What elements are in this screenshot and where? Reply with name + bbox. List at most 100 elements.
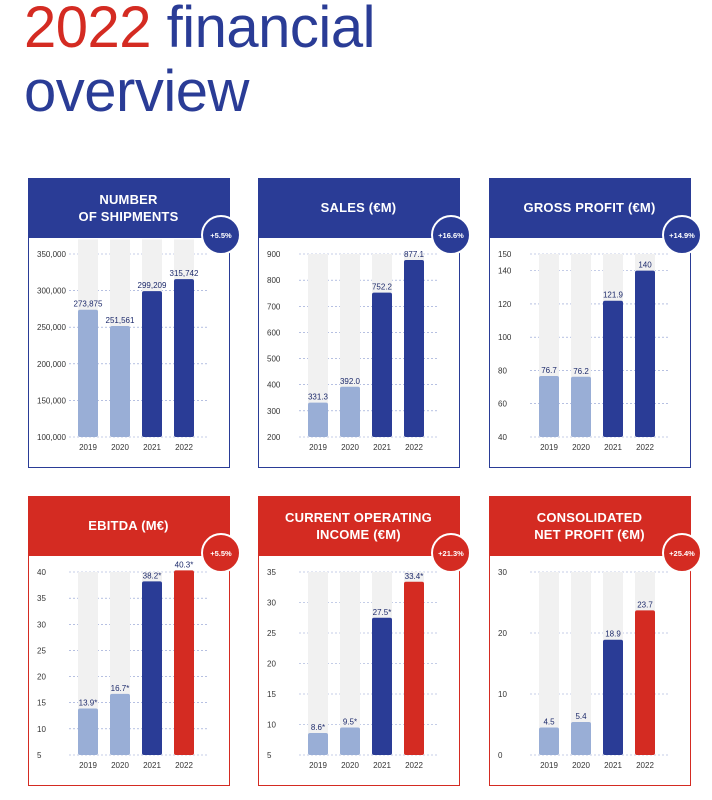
bar-track [340, 572, 360, 755]
y-tick-label: 150 [498, 250, 512, 259]
y-tick-label: 40 [37, 568, 46, 577]
bar [539, 727, 559, 755]
y-tick-label: 0 [498, 751, 503, 760]
y-tick-label: 140 [498, 267, 512, 276]
bar [603, 639, 623, 755]
chart-panel: CONSOLIDATED NET PROFIT (€M) 0 10 20 30 4.5 20… [488, 495, 702, 786]
data-label: 13.9* [79, 698, 98, 707]
bar [78, 309, 98, 437]
x-tick-label: 2020 [341, 443, 359, 452]
y-tick-label: 200,000 [37, 360, 66, 369]
y-tick-label: 150,000 [37, 396, 66, 405]
y-tick-label: 250,000 [37, 323, 66, 332]
y-tick-label: 10 [37, 725, 46, 734]
x-tick-label: 2021 [604, 443, 622, 452]
data-label: 38.2* [143, 571, 162, 580]
chart-panel: SALES (€M) 200 300 400 500 600 700 800 900 331.3 2… [257, 177, 471, 468]
x-tick-label: 2022 [405, 761, 423, 770]
y-tick-label: 15 [267, 690, 276, 699]
x-tick-label: 2022 [405, 443, 423, 452]
bar [308, 733, 328, 755]
y-tick-label: 10 [498, 690, 507, 699]
y-tick-label: 25 [267, 629, 276, 638]
x-tick-label: 2022 [636, 443, 654, 452]
data-label: 16.7* [111, 684, 130, 693]
x-tick-label: 2021 [373, 443, 391, 452]
chart-title: CURRENT OPERATING INCOME (€M) [257, 495, 460, 556]
y-tick-label: 300,000 [37, 287, 66, 296]
x-tick-label: 2020 [572, 443, 590, 452]
x-tick-label: 2021 [373, 761, 391, 770]
data-label: 392.0 [340, 377, 361, 386]
chart-title: SALES (€M) [257, 177, 460, 238]
bar [571, 376, 591, 437]
bar-chart: 200 300 400 500 600 700 800 900 331.3 2019 392.0 20… [267, 250, 437, 452]
bar-track [308, 254, 328, 437]
bar [404, 581, 424, 755]
bar [603, 300, 623, 437]
data-label: 9.5* [343, 718, 357, 727]
data-label: 752.2 [372, 283, 393, 292]
y-tick-label: 35 [267, 568, 276, 577]
data-label: 140 [638, 261, 652, 270]
y-tick-label: 200 [267, 433, 281, 442]
bar [308, 402, 328, 437]
bar-chart: 5 10 15 20 25 30 35 8.6* 2019 9.5* 2020 27.5* 2021 33… [267, 568, 437, 770]
growth-badge: +16.6% [431, 215, 471, 255]
bar [78, 708, 98, 755]
bar [142, 291, 162, 437]
y-tick-label: 25 [37, 646, 46, 655]
chart-title: CONSOLIDATED NET PROFIT (€M) [488, 495, 691, 556]
bar [174, 279, 194, 437]
x-tick-label: 2020 [111, 761, 129, 770]
chart-panel: CURRENT OPERATING INCOME (€M) 5 10 15 20 25 30… [257, 495, 471, 786]
y-tick-label: 350,000 [37, 250, 66, 259]
data-label: 33.4* [405, 572, 424, 581]
x-tick-label: 2021 [143, 761, 161, 770]
y-tick-label: 30 [37, 620, 46, 629]
title-line-2: overview [24, 59, 249, 124]
chart-title: GROSS PROFIT (€M) [488, 177, 691, 238]
data-label: 40.3* [175, 560, 194, 569]
bar-chart: 0 10 20 30 4.5 2019 5.4 2020 18.9 2021 23.7 2022 [498, 568, 668, 770]
y-tick-label: 700 [267, 302, 281, 311]
chart-panel: GROSS PROFIT (€M) 40 60 80 100 120 140 150 76.7 2… [488, 177, 702, 468]
bar-track [571, 572, 591, 755]
x-tick-label: 2022 [175, 443, 193, 452]
bar-track [539, 572, 559, 755]
y-tick-label: 60 [498, 400, 507, 409]
data-label: 315,742 [170, 269, 199, 278]
x-tick-label: 2019 [79, 761, 97, 770]
bar [340, 727, 360, 755]
data-label: 76.7 [541, 366, 557, 375]
growth-badge: +5.5% [201, 533, 241, 573]
data-label: 251,561 [106, 316, 135, 325]
y-tick-label: 100,000 [37, 433, 66, 442]
y-tick-label: 80 [498, 366, 507, 375]
x-tick-label: 2020 [572, 761, 590, 770]
data-label: 8.6* [311, 723, 325, 732]
chart-title: NUMBER OF SHIPMENTS [27, 177, 230, 238]
bar [635, 270, 655, 437]
bar [635, 610, 655, 755]
data-label: 273,875 [74, 300, 103, 309]
title-year: 2022 [24, 0, 152, 60]
y-tick-label: 20 [498, 629, 507, 638]
bar [110, 693, 130, 755]
growth-badge: +5.5% [201, 215, 241, 255]
y-tick-label: 15 [37, 699, 46, 708]
bar-chart: 40 60 80 100 120 140 150 76.7 2019 76.2 2020 121.9 2… [498, 250, 668, 452]
bar [372, 292, 392, 437]
x-tick-label: 2019 [540, 761, 558, 770]
bar [174, 570, 194, 755]
bar [372, 617, 392, 755]
x-tick-label: 2022 [175, 761, 193, 770]
x-tick-label: 2019 [79, 443, 97, 452]
data-label: 18.9 [605, 630, 621, 639]
bar-chart: 5 10 15 20 25 30 35 40 13.9* 2019 16.7* 2020 38.2* 20… [37, 560, 207, 770]
y-tick-label: 35 [37, 594, 46, 603]
y-tick-label: 900 [267, 250, 281, 259]
y-tick-label: 300 [267, 407, 281, 416]
x-tick-label: 2021 [143, 443, 161, 452]
y-tick-label: 30 [267, 599, 276, 608]
